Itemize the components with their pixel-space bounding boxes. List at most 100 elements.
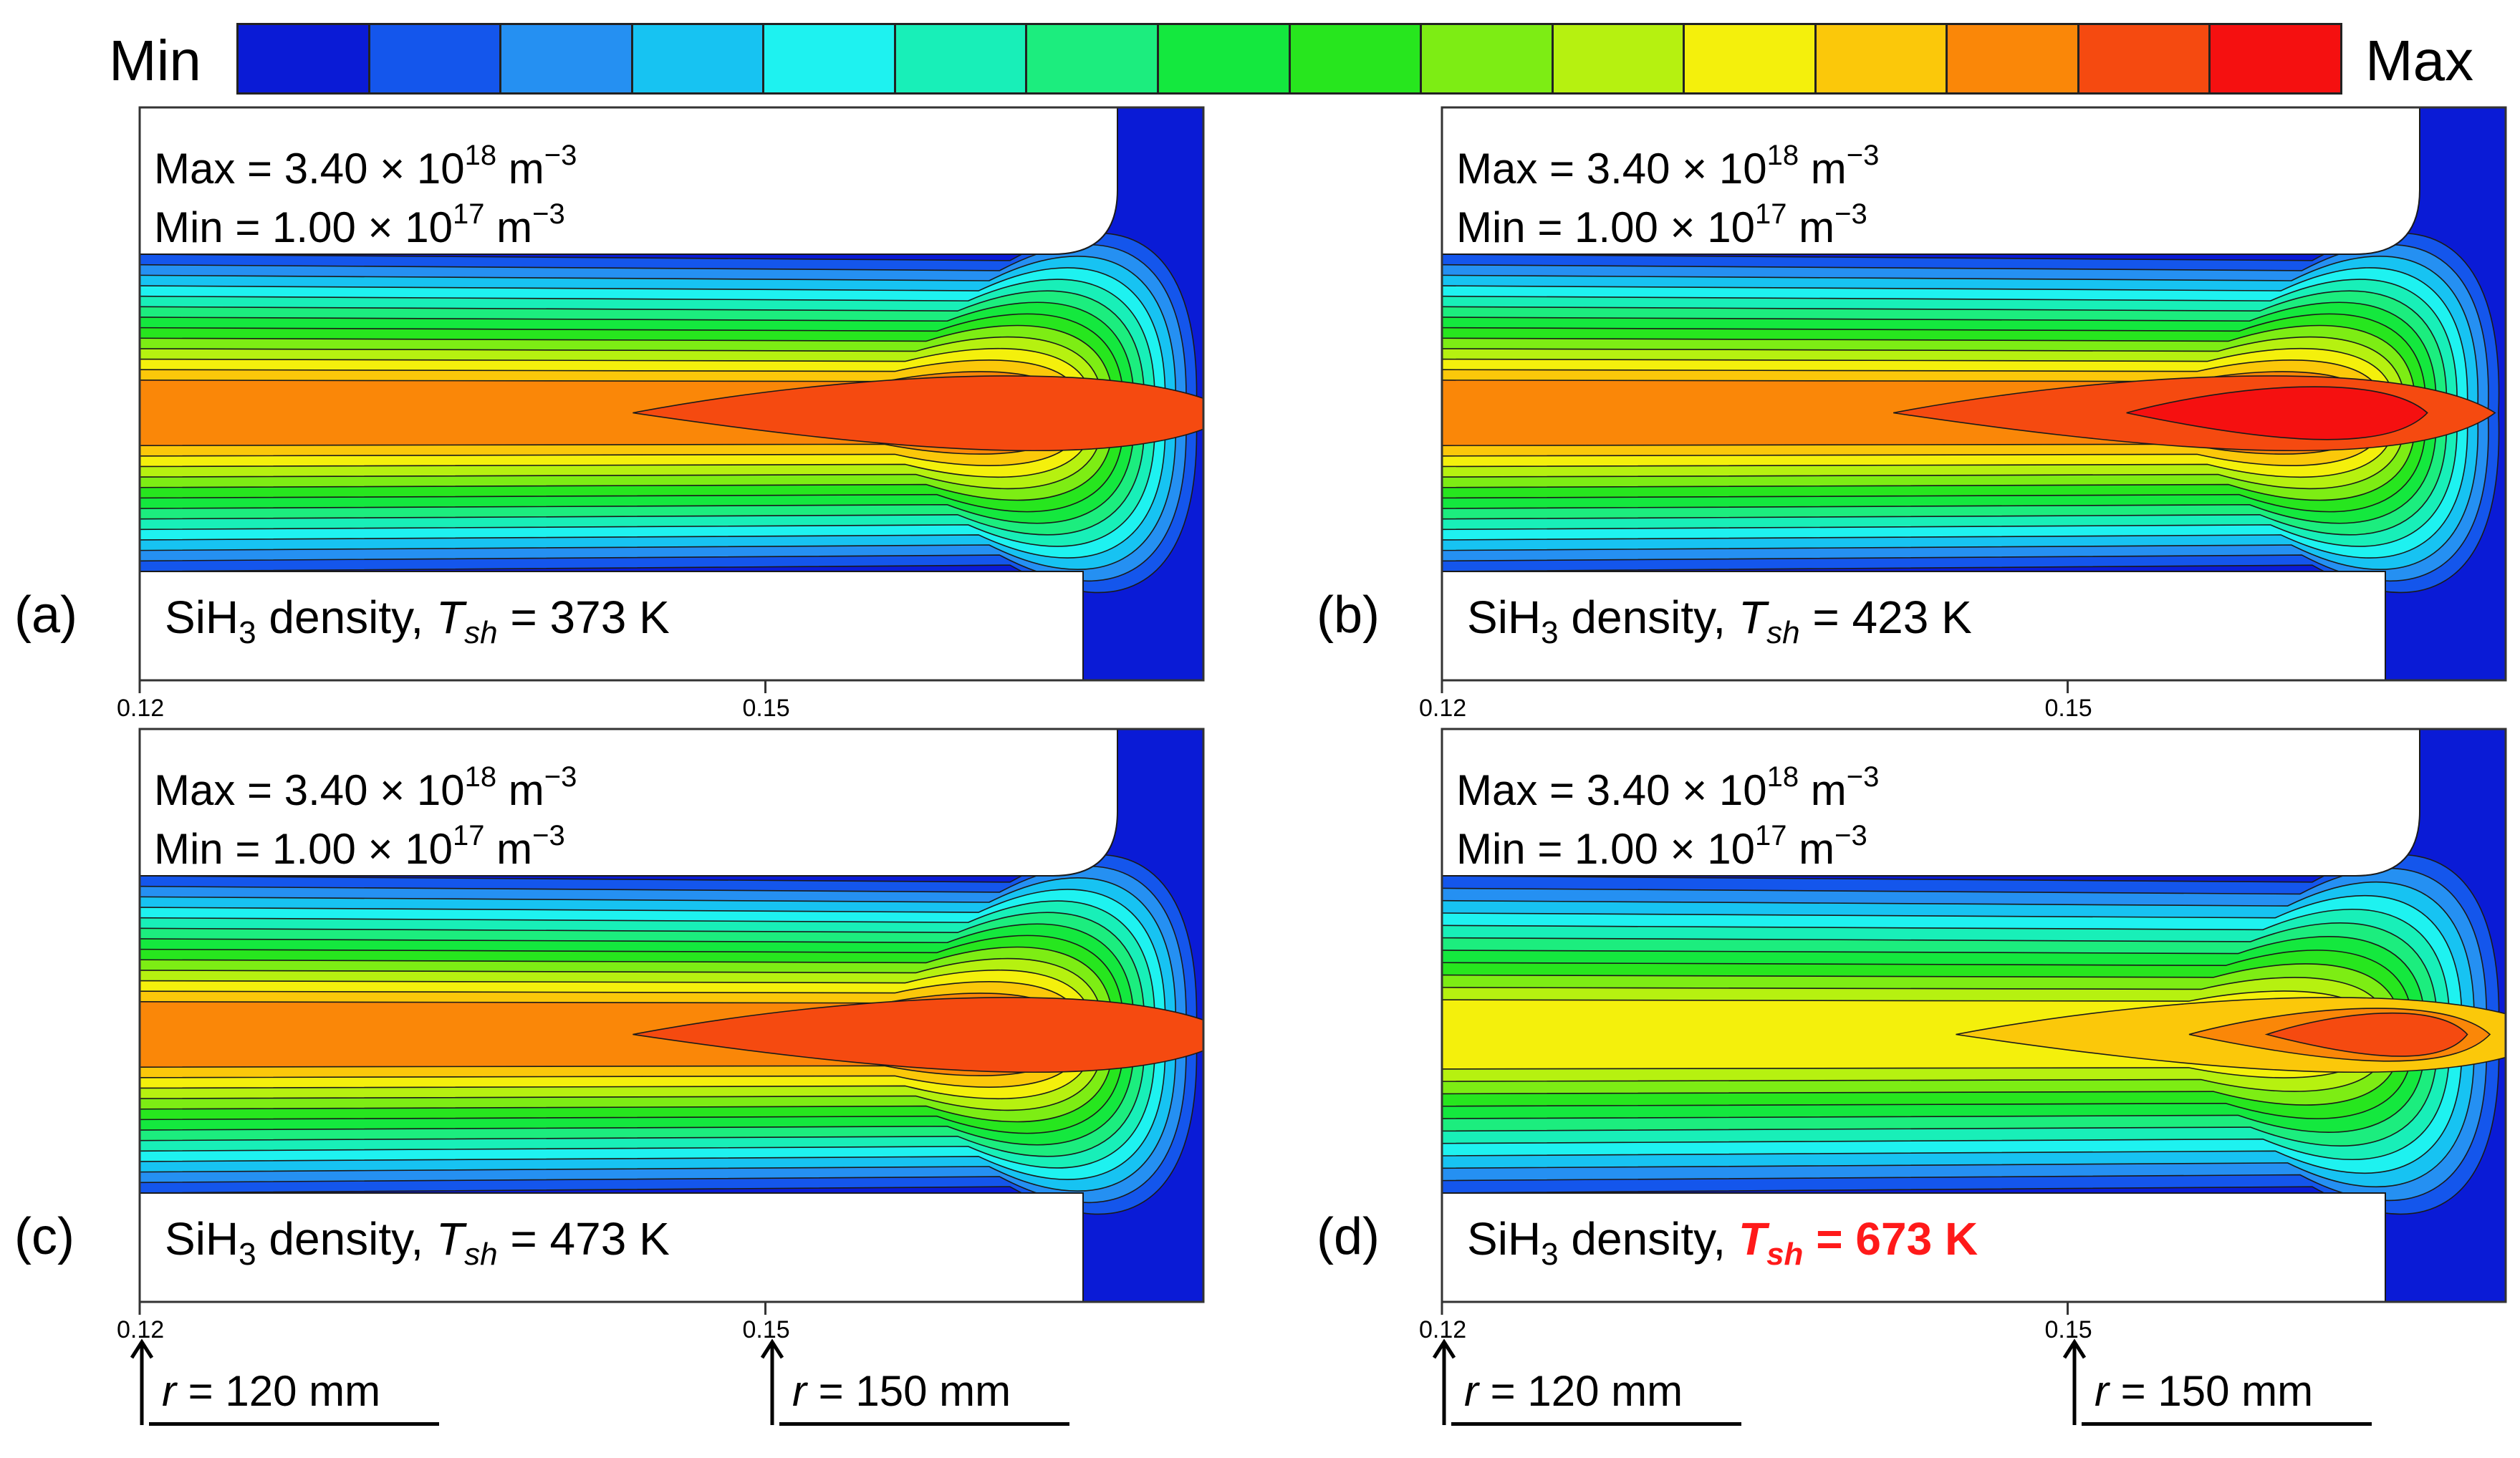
max-value-row: Max = 3.40 × 1018 m−3: [1456, 140, 1879, 198]
min-value-row: Min = 1.00 × 1017 m−3: [154, 198, 577, 257]
min-exponent: 17: [452, 820, 485, 851]
min-value-row: Min = 1.00 × 1017 m−3: [1456, 198, 1879, 257]
contour-plot: [138, 728, 1205, 1315]
colorbar-cell-13: [1948, 25, 2079, 92]
panel-caption: SiH3 density, Tsh = 473 K: [165, 1212, 670, 1270]
panel-b: 0.12 0.15 Max = 3.40 × 1018 m−3 Min = 1.0…: [1302, 106, 2507, 723]
min-text: Min = 1.00 × 10: [154, 203, 453, 251]
min-text: Min = 1.00 × 10: [1456, 203, 1755, 251]
upper-electrode-region: [140, 107, 1118, 255]
caption-quantity: density,: [256, 1213, 436, 1265]
x-tick-label-0: 0.12: [117, 1316, 165, 1343]
caption-species-subscript: 3: [239, 615, 256, 650]
range-info: Max = 3.40 × 1018 m−3 Min = 1.00 × 1017 …: [154, 761, 577, 879]
x-tick-label-1: 0.15: [2044, 695, 2092, 722]
panel-letter: (c): [14, 1208, 74, 1265]
up-arrow-icon: [2062, 1338, 2087, 1425]
up-arrow-icon: [130, 1338, 154, 1425]
min-unit: m: [1786, 825, 1835, 873]
caption-temp-value: = 673 K: [1803, 1213, 1978, 1265]
caption-temp-subscript: sh: [1766, 1237, 1804, 1272]
colorbar-cell-14: [2079, 25, 2211, 92]
max-unit-exponent: −3: [1846, 761, 1880, 793]
caption-temp-subscript: sh: [1766, 615, 1800, 650]
panel-caption: SiH3 density, Tsh = 423 K: [1467, 591, 1972, 649]
min-unit: m: [484, 825, 533, 873]
caption-temp-value: = 423 K: [1799, 592, 1972, 643]
colorbar-cell-6: [1027, 25, 1159, 92]
x-tick-label-1: 0.15: [2044, 1316, 2092, 1343]
colorbar-cell-5: [895, 25, 1028, 92]
upper-electrode-region: [1442, 729, 2420, 877]
range-info: Max = 3.40 × 1018 m−3 Min = 1.00 × 1017 …: [1456, 140, 1879, 257]
radius-value: = 120 mm: [1478, 1367, 1683, 1415]
contour-plot: [138, 106, 1205, 693]
max-exponent: 18: [464, 761, 497, 793]
radius-label: r = 120 mm: [162, 1366, 380, 1416]
caption-temp-value: = 473 K: [497, 1213, 670, 1265]
caption-species-subscript: 3: [239, 1237, 256, 1272]
caption-species: SiH: [1467, 1213, 1542, 1265]
max-exponent: 18: [464, 140, 497, 171]
min-unit-exponent: −3: [532, 820, 565, 851]
max-unit: m: [1799, 766, 1847, 814]
max-unit-exponent: −3: [544, 761, 577, 793]
range-info: Max = 3.40 × 1018 m−3 Min = 1.00 × 1017 …: [154, 140, 577, 257]
colorbar-cell-0: [239, 25, 370, 92]
colorbar-cell-2: [501, 25, 633, 92]
up-arrow-icon: [1432, 1338, 1456, 1425]
min-exponent: 17: [452, 198, 485, 230]
min-unit: m: [484, 203, 533, 251]
contour-peak-level-14: [633, 997, 1203, 1073]
caption-species: SiH: [165, 592, 239, 643]
x-tick-label-1: 0.15: [742, 1316, 790, 1343]
x-tick-label-0: 0.12: [1419, 1316, 1467, 1343]
plot-frame: [138, 728, 1205, 1303]
max-value-row: Max = 3.40 × 1018 m−3: [154, 140, 577, 198]
min-unit-exponent: −3: [532, 198, 565, 230]
upper-electrode-region: [140, 729, 1118, 877]
panel-caption: SiH3 density, Tsh = 673 K: [1467, 1212, 1978, 1270]
max-value-row: Max = 3.40 × 1018 m−3: [154, 761, 577, 820]
colorbar-cell-3: [633, 25, 765, 92]
x-tick-label-0: 0.12: [117, 695, 165, 722]
radius-value: = 150 mm: [806, 1367, 1011, 1415]
plot-frame: [138, 106, 1205, 682]
caption-quantity: density,: [1558, 1213, 1738, 1265]
radius-symbol: r: [792, 1367, 807, 1415]
radius-symbol: r: [2095, 1367, 2109, 1415]
caption-temp-symbol: T: [1738, 592, 1767, 643]
colorbar: [236, 23, 2342, 95]
caption-temp-symbol: T: [1738, 1213, 1767, 1265]
colorbar-cell-8: [1290, 25, 1423, 92]
legend-min-label: Min: [109, 29, 201, 92]
radius-underline: [149, 1422, 439, 1426]
colorbar-cell-12: [1816, 25, 1948, 92]
max-exponent: 18: [1766, 140, 1799, 171]
max-text: Max = 3.40 × 10: [1456, 145, 1767, 193]
radius-label: r = 120 mm: [1464, 1366, 1683, 1416]
caption-temp-subscript: sh: [464, 1237, 498, 1272]
caption-temp-value: = 373 K: [497, 592, 670, 643]
plot-frame: [1441, 106, 2507, 682]
min-value-row: Min = 1.00 × 1017 m−3: [154, 820, 577, 879]
lower-electrode-region: [140, 1192, 1084, 1302]
colorbar-cell-11: [1685, 25, 1817, 92]
caption-species-subscript: 3: [1541, 615, 1559, 650]
colorbar-cell-4: [764, 25, 896, 92]
panel-d: 0.12 0.15 Max = 3.40 × 1018 m−3 Min = 1.0…: [1302, 728, 2507, 1345]
radius-symbol: r: [162, 1367, 176, 1415]
panel-letter: (d): [1317, 1208, 1380, 1265]
caption-species: SiH: [1467, 592, 1542, 643]
caption-species-subscript: 3: [1541, 1237, 1559, 1272]
caption-quantity: density,: [1558, 592, 1738, 643]
max-text: Max = 3.40 × 10: [154, 766, 465, 814]
max-unit: m: [1799, 145, 1847, 193]
contour-peak-level-14: [2264, 1012, 2468, 1057]
max-unit-exponent: −3: [1846, 140, 1880, 171]
panel-letter: (a): [14, 586, 77, 644]
lower-electrode-region: [1442, 571, 2386, 680]
contour-plot: [1441, 106, 2507, 693]
max-exponent: 18: [1766, 761, 1799, 793]
color-legend: Min Max: [0, 0, 2520, 107]
